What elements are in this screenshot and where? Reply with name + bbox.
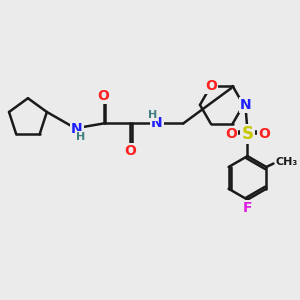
Text: O: O: [205, 79, 217, 93]
Text: O: O: [98, 88, 109, 103]
Text: H: H: [148, 110, 157, 120]
Text: CH₃: CH₃: [276, 157, 298, 167]
Text: N: N: [71, 122, 83, 136]
Text: F: F: [243, 201, 252, 215]
Text: O: O: [225, 127, 237, 141]
Text: N: N: [240, 98, 251, 112]
Text: O: O: [258, 127, 270, 141]
Text: O: O: [124, 144, 136, 158]
Text: N: N: [151, 116, 163, 130]
Text: S: S: [242, 125, 254, 143]
Text: H: H: [76, 132, 86, 142]
